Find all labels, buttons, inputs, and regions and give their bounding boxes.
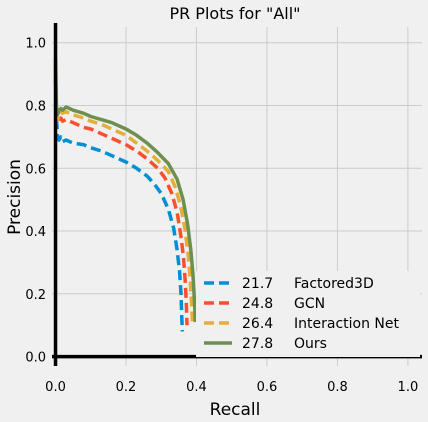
series-lines [53,58,198,332]
legend-label: GCN [294,296,325,312]
x-tick-label: 0.6 [257,380,278,395]
x-tick-label: 0.8 [327,380,348,395]
legend-score: 21.7 [242,276,273,292]
legend: 21.7 Factored3D 24.8 GCN 26.4 Interaction Net… [196,271,420,357]
y-axis-label: Precision [5,159,25,235]
x-tick-label: 1.0 [398,380,419,395]
y-tick-label: 1.0 [25,37,46,52]
legend-score: 27.8 [242,336,273,352]
x-axis-label: Recall [210,400,261,420]
x-tick-label: 0.0 [45,380,66,395]
x-tick-label: 0.2 [116,380,137,395]
grid [52,27,422,366]
legend-score: 26.4 [242,316,273,332]
y-tick-label: 0.2 [25,288,46,303]
y-tick-label: 0.6 [25,162,46,177]
y-tick-label: 0.8 [25,99,46,114]
y-tick-label: 0.0 [25,351,46,366]
tick-labels: 0.0 0.2 0.4 0.6 0.8 1.0 0.0 0.2 0.4 0.6 0.8 1.0 [25,37,418,395]
series-line-interaction-net [53,67,195,326]
series-line-gcn [53,80,189,326]
legend-label: Ours [294,336,327,352]
legend-score: 24.8 [242,296,273,312]
series-line-factored3d [53,74,185,332]
legend-box [196,271,420,357]
legend-label: Interaction Net [294,316,399,332]
chart-title: PR Plots for "All" [169,4,300,23]
legend-label: Factored3D [294,276,374,292]
series-line-ours [53,58,198,323]
x-tick-label: 0.4 [186,380,207,395]
y-tick-label: 0.4 [25,225,46,240]
